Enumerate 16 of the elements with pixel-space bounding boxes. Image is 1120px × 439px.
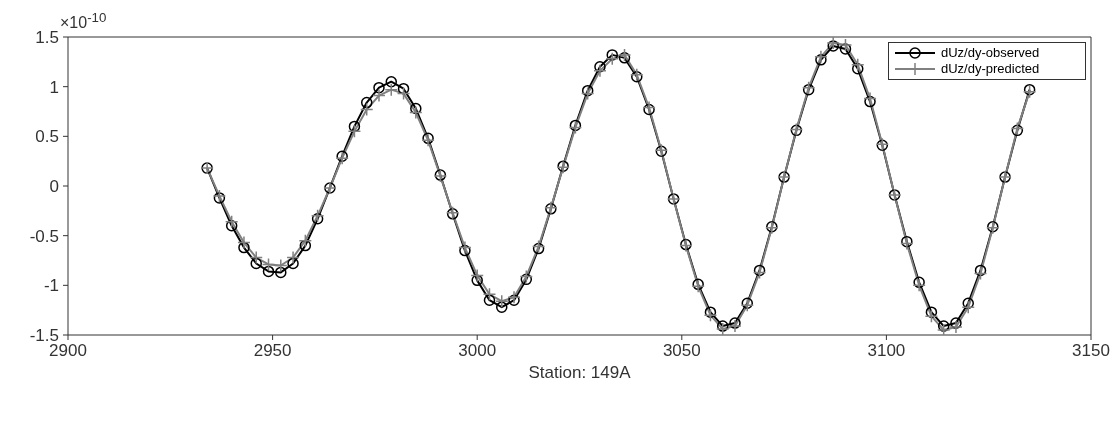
y-tick-label: 0 [49, 177, 59, 197]
y-tick-label: 1.5 [35, 28, 59, 48]
y-tick-label: -1 [43, 276, 59, 296]
x-tick-label: 3000 [458, 341, 497, 361]
legend-label: dUz/dy-observed [941, 45, 1040, 61]
y-tick-label: 1 [49, 77, 59, 97]
text: ×10$^{-10}$ [60, 10, 107, 33]
legend-label: dUz/dy-predicted [941, 61, 1040, 77]
x-tick-label: 3150 [1072, 341, 1110, 361]
y-tick-label: 0.5 [35, 127, 59, 147]
y-tick-label: -0.5 [29, 226, 59, 246]
x-axis-title: Station: 149A [528, 363, 632, 382]
x-tick-label: 2900 [49, 341, 87, 361]
x-tick-label: 2950 [253, 341, 292, 361]
x-tick-label: 3050 [662, 341, 701, 361]
x-tick-label: 3100 [867, 341, 906, 361]
